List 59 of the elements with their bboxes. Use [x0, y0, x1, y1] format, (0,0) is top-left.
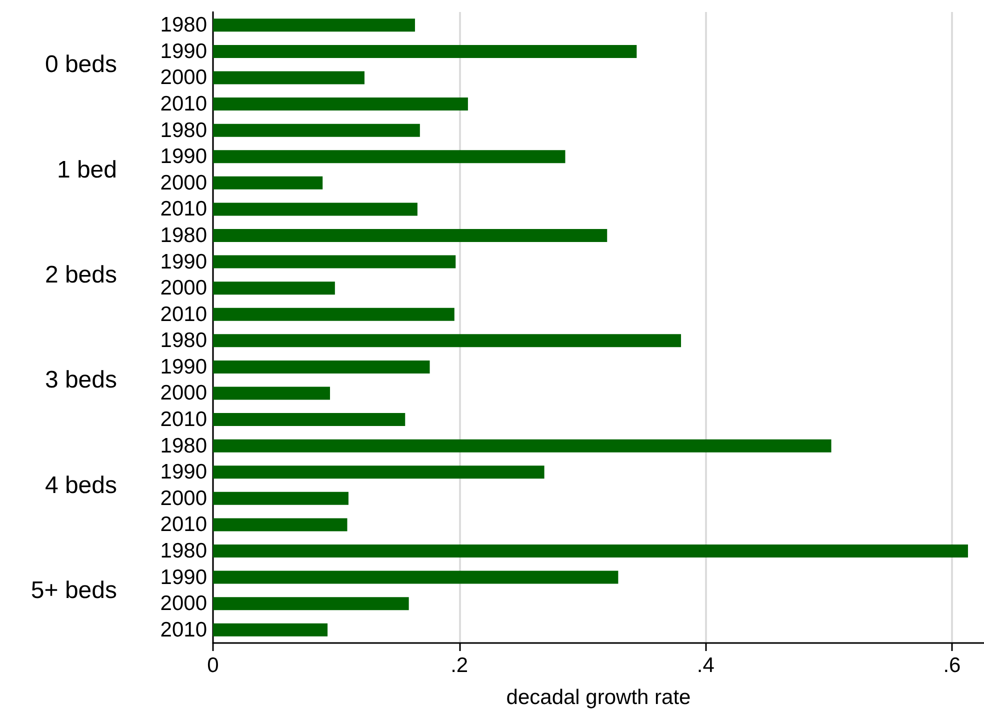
text: 3 beds: [44, 366, 117, 394]
bar: [213, 18, 415, 32]
y-tick-label: 2010: [160, 618, 207, 642]
y-tick-label: 2000: [160, 171, 207, 194]
bar: [213, 124, 420, 137]
bar: [213, 360, 430, 374]
x-tick-label: 0: [207, 654, 219, 677]
bar: [213, 202, 418, 216]
x-tick-label: .4: [696, 654, 715, 677]
y-tick-label: 1980: [160, 329, 207, 352]
bar: [213, 71, 364, 84]
x-tick-label: .2: [450, 654, 468, 677]
y-tick-label: 1990: [160, 250, 207, 274]
text: 5+ beds: [30, 576, 117, 604]
bar: [213, 386, 330, 400]
bar: [213, 570, 618, 584]
bar: [213, 518, 348, 532]
y-tick-label: 2000: [160, 382, 207, 405]
x-tick-label: .6: [943, 654, 961, 677]
bar: [213, 176, 323, 190]
y-tick-label: 1990: [160, 355, 207, 378]
bar: [213, 597, 409, 610]
bar: [213, 255, 456, 268]
y-tick-label: 2010: [160, 513, 207, 536]
y-tick-label: 1990: [160, 460, 207, 484]
y-tick-label: 2010: [160, 408, 207, 432]
bar: [213, 98, 468, 111]
y-tick-label: 1990: [160, 145, 207, 168]
y-tick-label: 1980: [160, 118, 207, 142]
text: 1 bed: [56, 156, 117, 184]
bar: [213, 544, 968, 558]
bar: [213, 282, 335, 295]
y-tick-label: 1990: [160, 40, 207, 63]
y-tick-label: 2000: [160, 486, 207, 510]
bar: [213, 334, 682, 348]
y-tick-label: 2000: [160, 592, 207, 616]
bar: [213, 623, 328, 636]
bar: [213, 466, 544, 479]
text: 2 beds: [44, 261, 117, 288]
y-tick-label: 2010: [160, 302, 207, 326]
text: 0 beds: [44, 51, 117, 78]
bar: [213, 308, 454, 321]
y-tick-label: 2010: [160, 198, 207, 221]
y-tick-label: 1980: [160, 14, 207, 37]
y-tick-label: 2010: [160, 92, 207, 116]
bar: [213, 150, 566, 164]
y-tick-label: 1980: [160, 434, 207, 458]
bar: [213, 413, 406, 426]
bar: [213, 44, 637, 58]
bar: [213, 228, 608, 242]
y-tick-label: 2000: [160, 66, 207, 90]
y-tick-label: 1980: [160, 224, 207, 247]
x-axis-title: decadal growth rate: [506, 686, 691, 709]
bar: [213, 439, 832, 452]
y-tick-label: 1990: [160, 566, 207, 589]
bar: [213, 492, 348, 505]
text: 4 beds: [44, 472, 117, 499]
y-tick-label: 2000: [160, 276, 207, 300]
y-tick-label: 1980: [160, 539, 207, 562]
